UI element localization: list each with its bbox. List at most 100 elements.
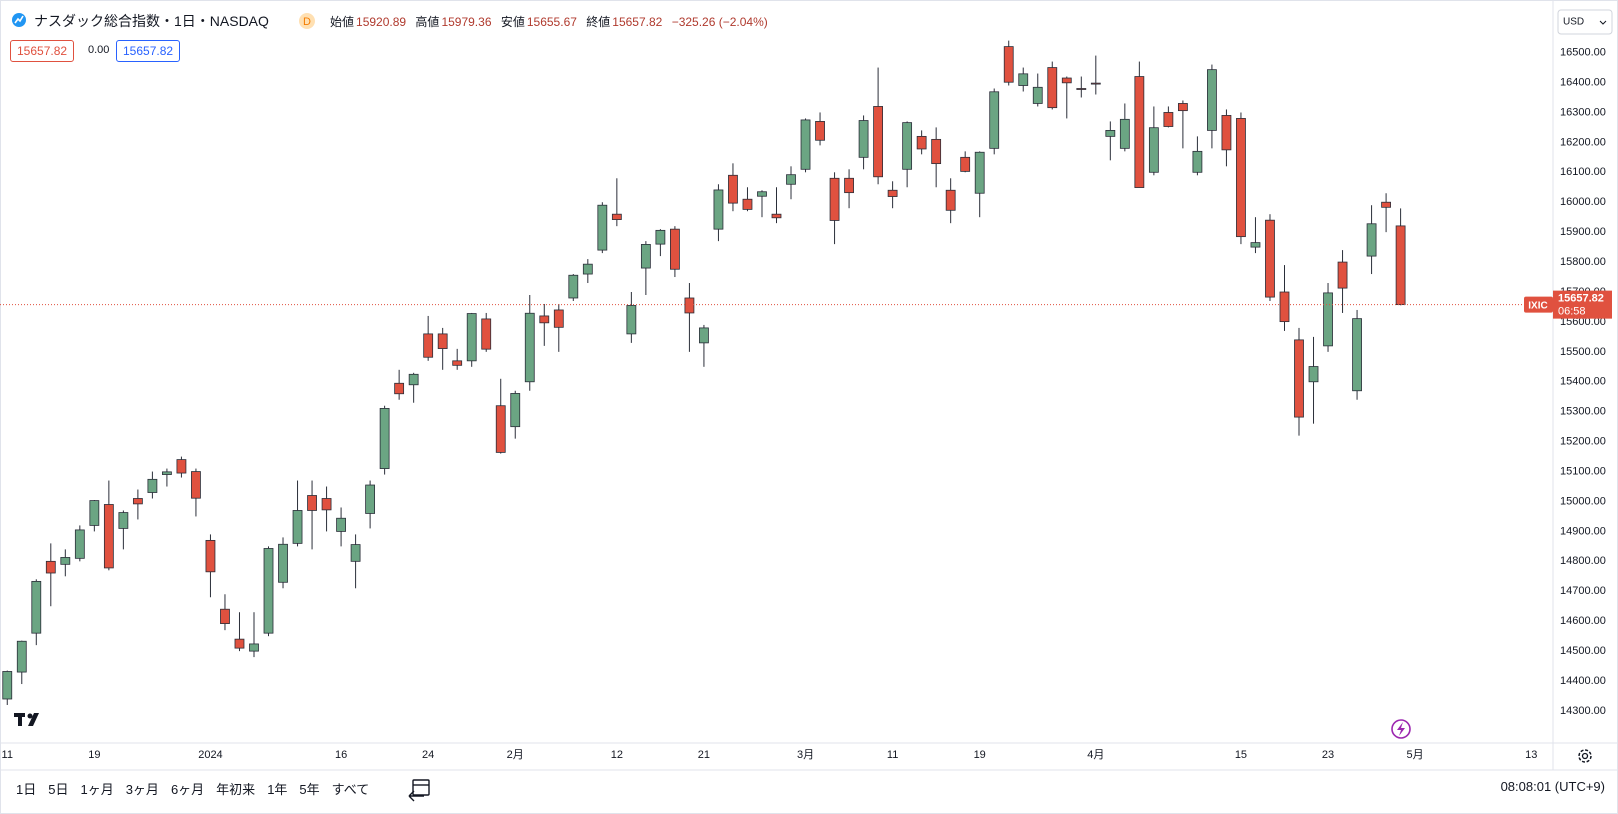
candle-body xyxy=(1090,82,1101,85)
ohlc-value: 15657.82 xyxy=(612,15,663,29)
y-tick-label: 14800.00 xyxy=(1560,555,1606,567)
candle-body xyxy=(553,309,564,328)
candle-body xyxy=(379,408,390,469)
candle-body xyxy=(452,360,463,366)
badge-circle xyxy=(299,13,315,29)
event-icon[interactable] xyxy=(1391,719,1411,739)
symbol-title: ナスダック総合指数・1日・NASDAQ xyxy=(34,13,269,29)
range-bar: 1日 5日 1ヶ月 3ヶ月 6ヶ月 年初来 1年 5年 すべて xyxy=(16,779,381,798)
spread: 0.00 xyxy=(88,44,110,56)
last-price-box xyxy=(1553,290,1612,319)
candle-body xyxy=(45,560,56,574)
candle-body xyxy=(640,244,651,269)
candle-body xyxy=(147,478,158,493)
candle-body xyxy=(728,174,738,204)
candle-body xyxy=(1177,103,1188,112)
candle-body xyxy=(1352,318,1362,392)
candle-body xyxy=(539,315,550,324)
ohlc-key: 終値 xyxy=(586,15,611,29)
candle-body xyxy=(945,189,956,211)
range-button[interactable]: 1年 xyxy=(267,782,288,797)
candle-body xyxy=(931,138,942,165)
y-tick-label: 16300.00 xyxy=(1560,106,1606,118)
x-tick-label: 2024 xyxy=(198,749,222,761)
range-button[interactable]: 5日 xyxy=(48,782,69,797)
candle-body xyxy=(408,373,419,386)
candle-body xyxy=(336,517,346,532)
candle-body xyxy=(321,498,332,511)
currency[interactable]: USD xyxy=(1563,17,1584,28)
candle-body xyxy=(495,405,506,453)
x-tick-label: 12 xyxy=(611,749,623,761)
candle-body xyxy=(1265,219,1275,298)
y-tick-label: 14700.00 xyxy=(1560,585,1606,597)
candle-body xyxy=(713,189,724,230)
candle-body xyxy=(1032,86,1043,104)
ohlc-legend: 始値 15920.89 高値 15979.36 安値 15655.67 終値 15657… xyxy=(330,13,774,30)
candle-body xyxy=(1119,118,1130,149)
range-button[interactable]: すべて xyxy=(331,782,370,797)
x-tick-label: 4月 xyxy=(1087,749,1104,761)
ohlc-key: 高値 xyxy=(415,15,440,29)
candle-body xyxy=(582,263,593,275)
candle-body xyxy=(771,213,782,219)
candle-body xyxy=(31,580,42,634)
candle-body xyxy=(1221,115,1232,151)
y-tick-label: 15200.00 xyxy=(1560,436,1606,448)
range-button[interactable]: 年初来 xyxy=(216,782,256,797)
candle-body xyxy=(960,156,971,172)
candle-body xyxy=(1279,291,1290,323)
x-tick-label: 11 xyxy=(2,749,13,761)
candle-body xyxy=(2,671,13,700)
buy-price[interactable]: 15657.82 xyxy=(116,40,181,62)
last-price-symbol: IXIC xyxy=(1528,300,1547,311)
candle-body xyxy=(394,382,405,395)
candle-body xyxy=(742,198,753,210)
candle-body xyxy=(684,297,695,314)
candle-body xyxy=(1323,292,1333,347)
candle-body xyxy=(162,471,172,475)
date-range-icon[interactable] xyxy=(408,779,430,802)
candle-body xyxy=(103,504,114,569)
candle-body xyxy=(757,191,767,197)
candle-body xyxy=(844,177,854,194)
range-button[interactable]: 3ヶ月 xyxy=(125,782,159,797)
clock: 08:08:01 (UTC+9) xyxy=(1500,779,1605,794)
y-tick-label: 16000.00 xyxy=(1560,196,1606,208)
candle-body xyxy=(568,274,579,299)
settings-icon[interactable] xyxy=(1578,749,1592,763)
y-tick-label: 15000.00 xyxy=(1560,495,1606,507)
range-button[interactable]: 1日 xyxy=(16,782,37,797)
candle-body xyxy=(1076,88,1087,90)
ohlc-key: 安値 xyxy=(500,15,525,29)
range-button[interactable]: 1ヶ月 xyxy=(80,782,114,797)
candle-body xyxy=(1003,46,1014,83)
candle-body xyxy=(829,177,840,221)
candle-body xyxy=(873,106,883,178)
currency-button[interactable] xyxy=(1557,9,1613,35)
candle-body xyxy=(800,119,811,170)
candle-body xyxy=(16,640,27,673)
candle-body xyxy=(292,510,303,544)
x-tick-label: 2月 xyxy=(507,749,524,761)
candle-body xyxy=(466,313,477,362)
range-button[interactable]: 5年 xyxy=(299,782,320,797)
ohlc-value: 15655.67 xyxy=(526,15,577,29)
candle-body xyxy=(249,643,259,652)
x-tick-label: 3月 xyxy=(797,749,814,761)
last-price-symbol-box xyxy=(1524,296,1553,313)
sell-price[interactable]: 15657.82 xyxy=(10,40,75,62)
candle-body xyxy=(1366,223,1377,257)
range-button[interactable]: 6ヶ月 xyxy=(170,782,205,797)
candle-body xyxy=(1308,366,1319,383)
x-tick-label: 13 xyxy=(1525,749,1537,761)
tv-logo xyxy=(14,713,39,726)
x-tick-label: 23 xyxy=(1322,749,1334,761)
candle-body xyxy=(89,500,100,526)
candle-body xyxy=(786,174,796,185)
candle-body xyxy=(220,608,230,624)
y-tick-label: 15300.00 xyxy=(1560,406,1606,418)
candle-body xyxy=(989,91,1000,149)
